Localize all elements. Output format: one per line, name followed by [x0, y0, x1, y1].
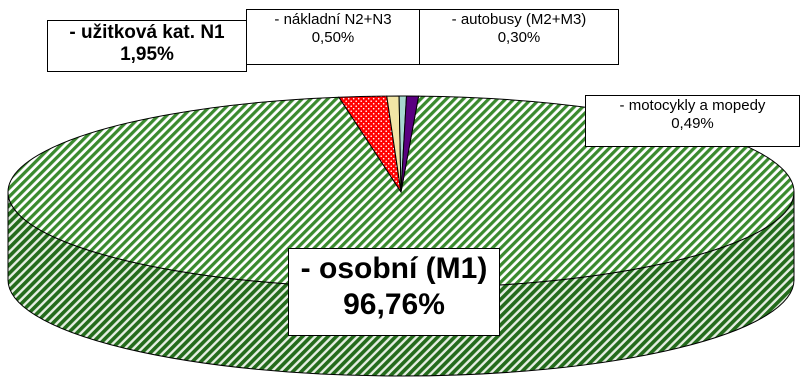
- slice-label-m2m3: - autobusy (M2+M3) 0,30%: [419, 9, 619, 65]
- slice-label-m2m3-value: 0,30%: [497, 29, 541, 46]
- slice-label-m1-value: 96,76%: [343, 288, 445, 321]
- slice-label-n1-value: 1,95%: [120, 44, 174, 65]
- slice-label-m1: - osobní (M1) 96,76%: [288, 248, 500, 336]
- slice-label-n1: - užitková kat. N1 1,95%: [47, 20, 247, 72]
- slice-label-motorcycles-name: - motocykly a mopedy: [619, 97, 766, 114]
- slice-label-n2n3-name: - nákladní N2+N3: [274, 11, 392, 28]
- slice-label-m1-name: - osobní (M1): [300, 252, 488, 285]
- slice-motorcycles: [400, 95, 420, 193]
- slice-label-motorcycles-value: 0,49%: [671, 115, 714, 132]
- slice-label-m2m3-name: - autobusy (M2+M3): [451, 11, 587, 28]
- slice-label-n2n3-value: 0,50%: [311, 29, 355, 46]
- slice-label-n1-name: - užitková kat. N1: [69, 22, 225, 43]
- slice-label-motorcycles: - motocykly a mopedy 0,49%: [585, 95, 800, 147]
- slice-label-n2n3: - nákladní N2+N3 0,50%: [246, 9, 420, 65]
